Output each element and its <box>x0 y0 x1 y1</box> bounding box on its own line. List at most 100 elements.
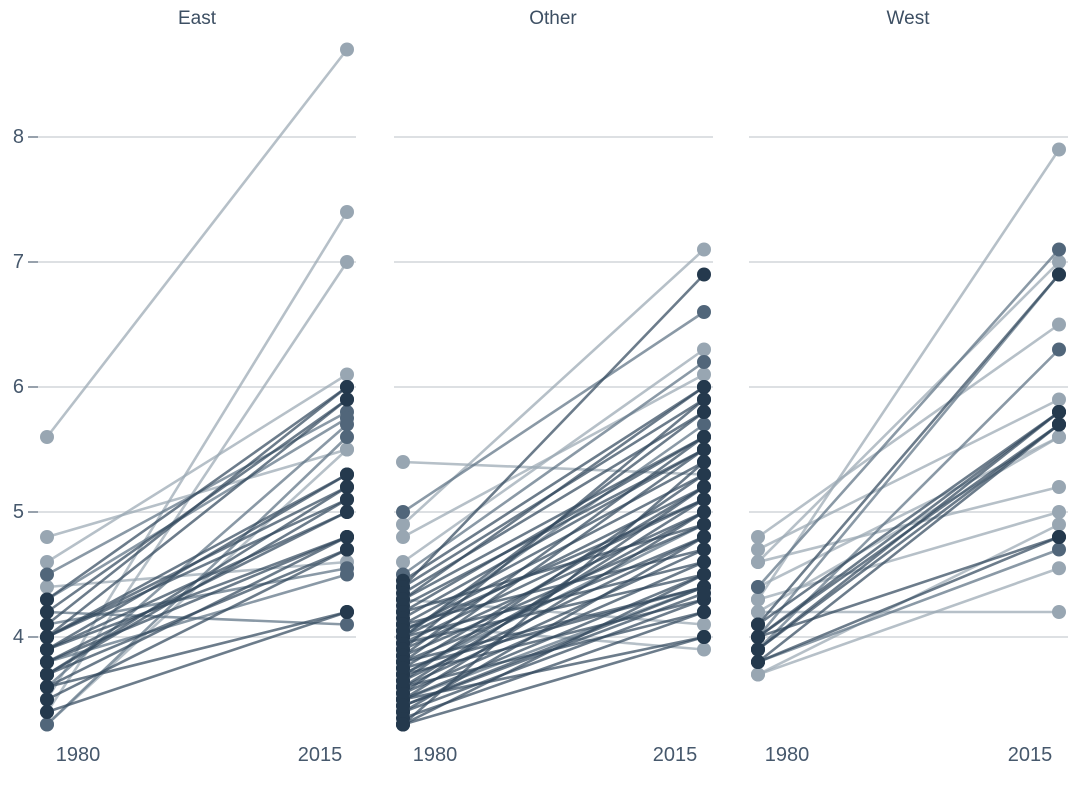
slope-line <box>46 385 348 626</box>
slope-line <box>46 473 348 651</box>
x-tick-label-east-2015: 2015 <box>297 744 343 766</box>
data-point-1980 <box>40 667 54 682</box>
data-point-2015 <box>1052 417 1066 432</box>
slope-line <box>757 410 1060 626</box>
data-point-1980 <box>40 630 54 644</box>
data-point-2015 <box>1052 317 1066 332</box>
y-tick-label-7: 7 <box>12 251 24 273</box>
data-point-1980 <box>40 592 54 607</box>
data-point-2015 <box>340 380 354 394</box>
facet-title-east: East <box>177 8 217 29</box>
data-point-2015 <box>340 467 354 482</box>
data-point-1980 <box>396 555 410 569</box>
data-point-2015 <box>340 417 354 432</box>
slope-line <box>402 598 705 714</box>
data-point-2015 <box>697 492 711 507</box>
slope-line <box>757 410 1060 639</box>
data-point-1980 <box>751 555 765 569</box>
slope-line <box>46 373 348 564</box>
data-point-1980 <box>751 617 765 632</box>
data-point-2015 <box>340 430 354 444</box>
slope-line <box>46 498 348 639</box>
x-tick-label-east-1980: 1980 <box>55 744 101 766</box>
slope-line <box>402 435 705 601</box>
slope-line <box>757 548 1060 664</box>
slope-line <box>402 448 705 620</box>
slope-line <box>402 485 705 639</box>
slope-line <box>402 273 705 588</box>
data-point-2015 <box>697 605 711 619</box>
slope-line <box>402 385 705 601</box>
data-point-1980 <box>396 623 410 638</box>
slope-line <box>402 585 705 670</box>
data-point-2015 <box>1052 605 1066 619</box>
data-point-1980 <box>396 686 410 701</box>
data-point-2015 <box>697 392 711 407</box>
y-tick-label-6: 6 <box>12 376 24 398</box>
data-point-2015 <box>1052 480 1066 494</box>
slope-line <box>402 573 705 701</box>
data-point-2015 <box>340 505 354 519</box>
slope-line <box>757 248 1060 588</box>
slope-line <box>756 273 1061 638</box>
slope-line <box>46 560 348 589</box>
slope-line <box>45 48 349 438</box>
data-point-1980 <box>40 430 54 444</box>
data-point-1980 <box>751 605 765 619</box>
data-point-1980 <box>40 680 54 694</box>
slope-line <box>402 635 705 701</box>
data-point-2015 <box>340 617 354 632</box>
data-point-2015 <box>697 617 711 632</box>
data-point-2015 <box>697 467 711 482</box>
data-point-1980 <box>40 642 54 657</box>
data-point-2015 <box>340 567 354 582</box>
slope-line <box>46 535 348 651</box>
y-tick-label-8: 8 <box>12 126 24 148</box>
slope-line <box>757 273 1060 626</box>
data-point-1980 <box>40 717 54 732</box>
slope-line <box>402 385 705 582</box>
data-point-1980 <box>40 530 54 544</box>
data-point-1980 <box>751 630 765 644</box>
y-tick-label-5: 5 <box>12 501 24 523</box>
data-point-2015 <box>697 267 711 282</box>
data-point-2015 <box>697 405 711 419</box>
data-point-2015 <box>340 255 354 269</box>
slope-line <box>402 461 705 726</box>
slope-line <box>757 261 1060 563</box>
data-point-2015 <box>1052 142 1066 157</box>
data-point-1980 <box>396 530 410 544</box>
slope-line <box>45 211 349 701</box>
data-point-2015 <box>697 430 711 444</box>
slope-line <box>757 535 1060 664</box>
slope-line <box>757 323 1060 539</box>
slope-line <box>46 473 348 639</box>
slope-line <box>402 435 705 657</box>
slope-line <box>402 473 705 682</box>
slope-line <box>757 423 1060 664</box>
data-point-2015 <box>1052 342 1066 357</box>
data-point-2015 <box>1052 505 1066 519</box>
data-point-1980 <box>751 542 765 557</box>
data-point-2015 <box>697 417 711 432</box>
data-point-1980 <box>396 673 410 688</box>
slope-line <box>402 448 705 664</box>
slope-line <box>46 535 348 689</box>
data-point-2015 <box>697 367 711 382</box>
data-point-1980 <box>40 605 54 619</box>
slope-line <box>402 448 705 607</box>
facet-title-other: Other <box>529 8 577 29</box>
data-point-2015 <box>697 455 711 469</box>
data-point-1980 <box>40 617 54 632</box>
data-point-2015 <box>1052 542 1066 557</box>
data-point-2015 <box>697 542 711 557</box>
data-point-2015 <box>1052 242 1066 257</box>
data-point-1980 <box>40 692 54 707</box>
data-point-2015 <box>340 605 354 619</box>
slope-line <box>402 310 705 514</box>
data-point-1980 <box>751 530 765 544</box>
data-point-1980 <box>751 655 765 669</box>
data-point-2015 <box>1052 392 1066 407</box>
